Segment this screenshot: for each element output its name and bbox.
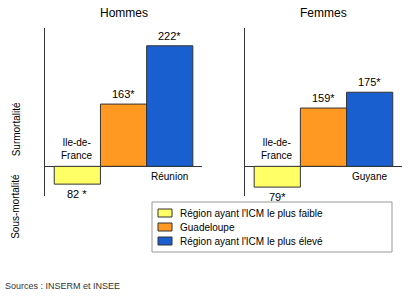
svg-text:Ile-de-France: Ile-de-France (61, 137, 93, 161)
svg-text:79*: 79* (269, 191, 286, 203)
svg-text:Sources : INSERM et INSEE: Sources : INSERM et INSEE (5, 281, 120, 291)
svg-text:Femmes: Femmes (300, 6, 347, 20)
svg-text:175*: 175* (358, 76, 381, 88)
svg-text:Guyane: Guyane (352, 171, 387, 182)
svg-text:Surmortalité: Surmortalité (11, 102, 22, 156)
svg-text:Ile-de-France: Ile-de-France (261, 137, 293, 161)
svg-text:Réunion: Réunion (151, 171, 188, 182)
svg-text:Hommes: Hommes (100, 6, 148, 20)
svg-text:163*: 163* (112, 88, 135, 100)
svg-text:Guadeloupe: Guadeloupe (180, 222, 235, 233)
svg-text:Sous-mortalité: Sous-mortalité (10, 174, 21, 239)
svg-text:222*: 222* (158, 30, 181, 42)
svg-text:Région ayant l'ICM le plus fai: Région ayant l'ICM le plus faible (180, 208, 323, 219)
svg-text:159*: 159* (312, 92, 335, 104)
svg-text:82 *: 82 * (67, 188, 87, 200)
svg-text:Région ayant l'ICM le plus éle: Région ayant l'ICM le plus élevé (180, 236, 323, 247)
